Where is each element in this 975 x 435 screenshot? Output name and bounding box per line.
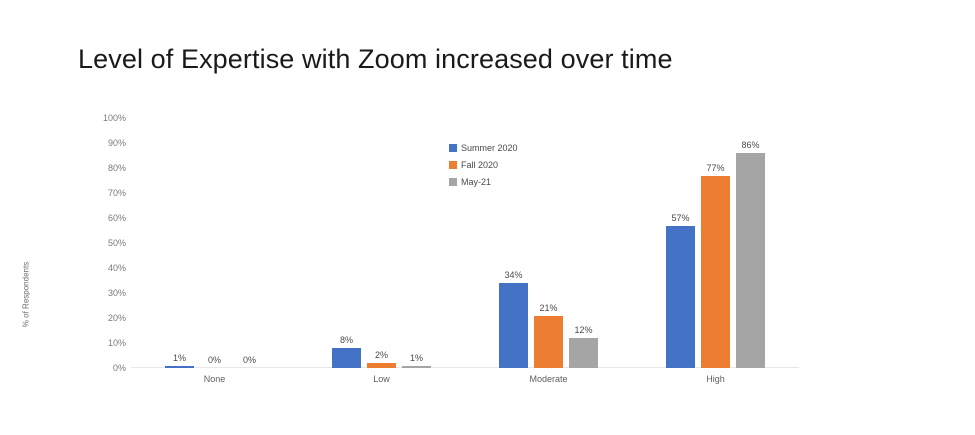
- bar-value-label: 12%: [574, 325, 593, 335]
- legend-swatch-icon: [449, 177, 457, 186]
- page-title: Level of Expertise with Zoom increased o…: [78, 44, 673, 74]
- bar-summer-2020[interactable]: [499, 283, 528, 368]
- bar-fall-2020[interactable]: [701, 175, 730, 368]
- legend-label: Summer 2020: [461, 142, 518, 153]
- x-axis-label-high: High: [706, 374, 725, 384]
- y-axis-tick: 100%: [102, 113, 126, 123]
- bar-group-none: 1% 0% 0%: [131, 118, 298, 368]
- axis-baseline: [131, 367, 799, 368]
- bar-slot: 1%: [165, 118, 194, 368]
- bar-slot: 2%: [367, 118, 396, 368]
- bar-group-low: 8% 2% 1%: [298, 118, 465, 368]
- legend-item-summer-2020[interactable]: Summer 2020: [449, 140, 518, 155]
- bar-fall-2020[interactable]: [367, 363, 396, 368]
- bar-slot: 1%: [402, 118, 431, 368]
- x-axis-label-moderate: Moderate: [529, 374, 568, 384]
- y-axis-ticks: 100% 90% 80% 70% 60% 50% 40% 30% 20% 10% 0%: [88, 113, 126, 373]
- legend-label: Fall 2020: [461, 159, 499, 170]
- bar-chart: % of Respondents 100% 90% 80% 70% 60% 50% 40% 3…: [0, 100, 975, 400]
- y-axis-tick: 40%: [107, 263, 126, 273]
- bar-slot: 8%: [332, 118, 361, 368]
- legend-item-may-21[interactable]: May-21: [449, 174, 518, 189]
- chart-legend: Summer 2020 Fall 2020 May-21: [449, 140, 518, 191]
- bar-summer-2020[interactable]: [165, 365, 194, 368]
- legend-label: May-21: [461, 176, 492, 187]
- legend-item-fall-2020[interactable]: Fall 2020: [449, 157, 518, 172]
- y-axis-tick: 90%: [107, 138, 126, 148]
- bar-value-label: 77%: [706, 162, 725, 173]
- x-axis-label-none: None: [203, 374, 226, 384]
- bar-may-21[interactable]: [402, 365, 431, 368]
- bar-value-label: 57%: [671, 212, 690, 223]
- bar-may-21[interactable]: [736, 153, 765, 368]
- bar-value-label: 1%: [172, 352, 187, 363]
- y-axis-tick: 70%: [107, 188, 126, 198]
- y-axis-tick: 50%: [107, 238, 126, 248]
- bar-group-moderate: 34% 21% 12%: [465, 118, 632, 368]
- bar-slot: 77%: [701, 118, 730, 368]
- x-axis-label-low: Low: [373, 374, 390, 384]
- x-axis-labels: None Low Moderate High: [131, 374, 799, 394]
- bar-summer-2020[interactable]: [332, 348, 361, 368]
- bar-summer-2020[interactable]: [666, 225, 695, 368]
- y-axis-tick: 20%: [107, 313, 126, 323]
- bar-slot: 86%: [736, 118, 765, 368]
- legend-swatch-icon: [449, 143, 457, 152]
- bar-fall-2020[interactable]: [200, 367, 229, 368]
- bar-value-label: 21%: [539, 302, 558, 313]
- bar-value-label: 86%: [741, 140, 760, 150]
- bar-slot: 12%: [569, 118, 598, 368]
- bar-value-label: 0%: [207, 355, 222, 365]
- y-axis-tick: 80%: [107, 163, 126, 173]
- bar-slot: 0%: [235, 118, 264, 368]
- bar-value-label: 34%: [504, 270, 523, 280]
- bar-slot: 57%: [666, 118, 695, 368]
- y-axis-tick: 60%: [107, 213, 126, 223]
- bar-may-21[interactable]: [569, 338, 598, 368]
- bar-group-high: 57% 77% 86%: [632, 118, 799, 368]
- bar-value-label: 8%: [339, 335, 354, 345]
- bar-value-label: 1%: [409, 352, 424, 363]
- y-axis-tick: 0%: [112, 363, 126, 373]
- bar-value-label: 0%: [242, 355, 257, 365]
- y-axis-tick: 30%: [107, 288, 126, 298]
- bar-slot: 0%: [200, 118, 229, 368]
- legend-swatch-icon: [449, 160, 457, 169]
- y-axis-tick: 10%: [107, 338, 126, 348]
- bar-slot: 21%: [534, 118, 563, 368]
- y-axis-title: % of Respondents: [21, 261, 31, 328]
- bar-fall-2020[interactable]: [534, 315, 563, 368]
- bar-value-label: 2%: [374, 350, 389, 360]
- bar-slot: 34%: [499, 118, 528, 368]
- bar-may-21[interactable]: [235, 367, 264, 368]
- plot-area: 1% 0% 0% 8% 2% 1% 34% 21% 12% 57% 77% 86%: [131, 118, 799, 368]
